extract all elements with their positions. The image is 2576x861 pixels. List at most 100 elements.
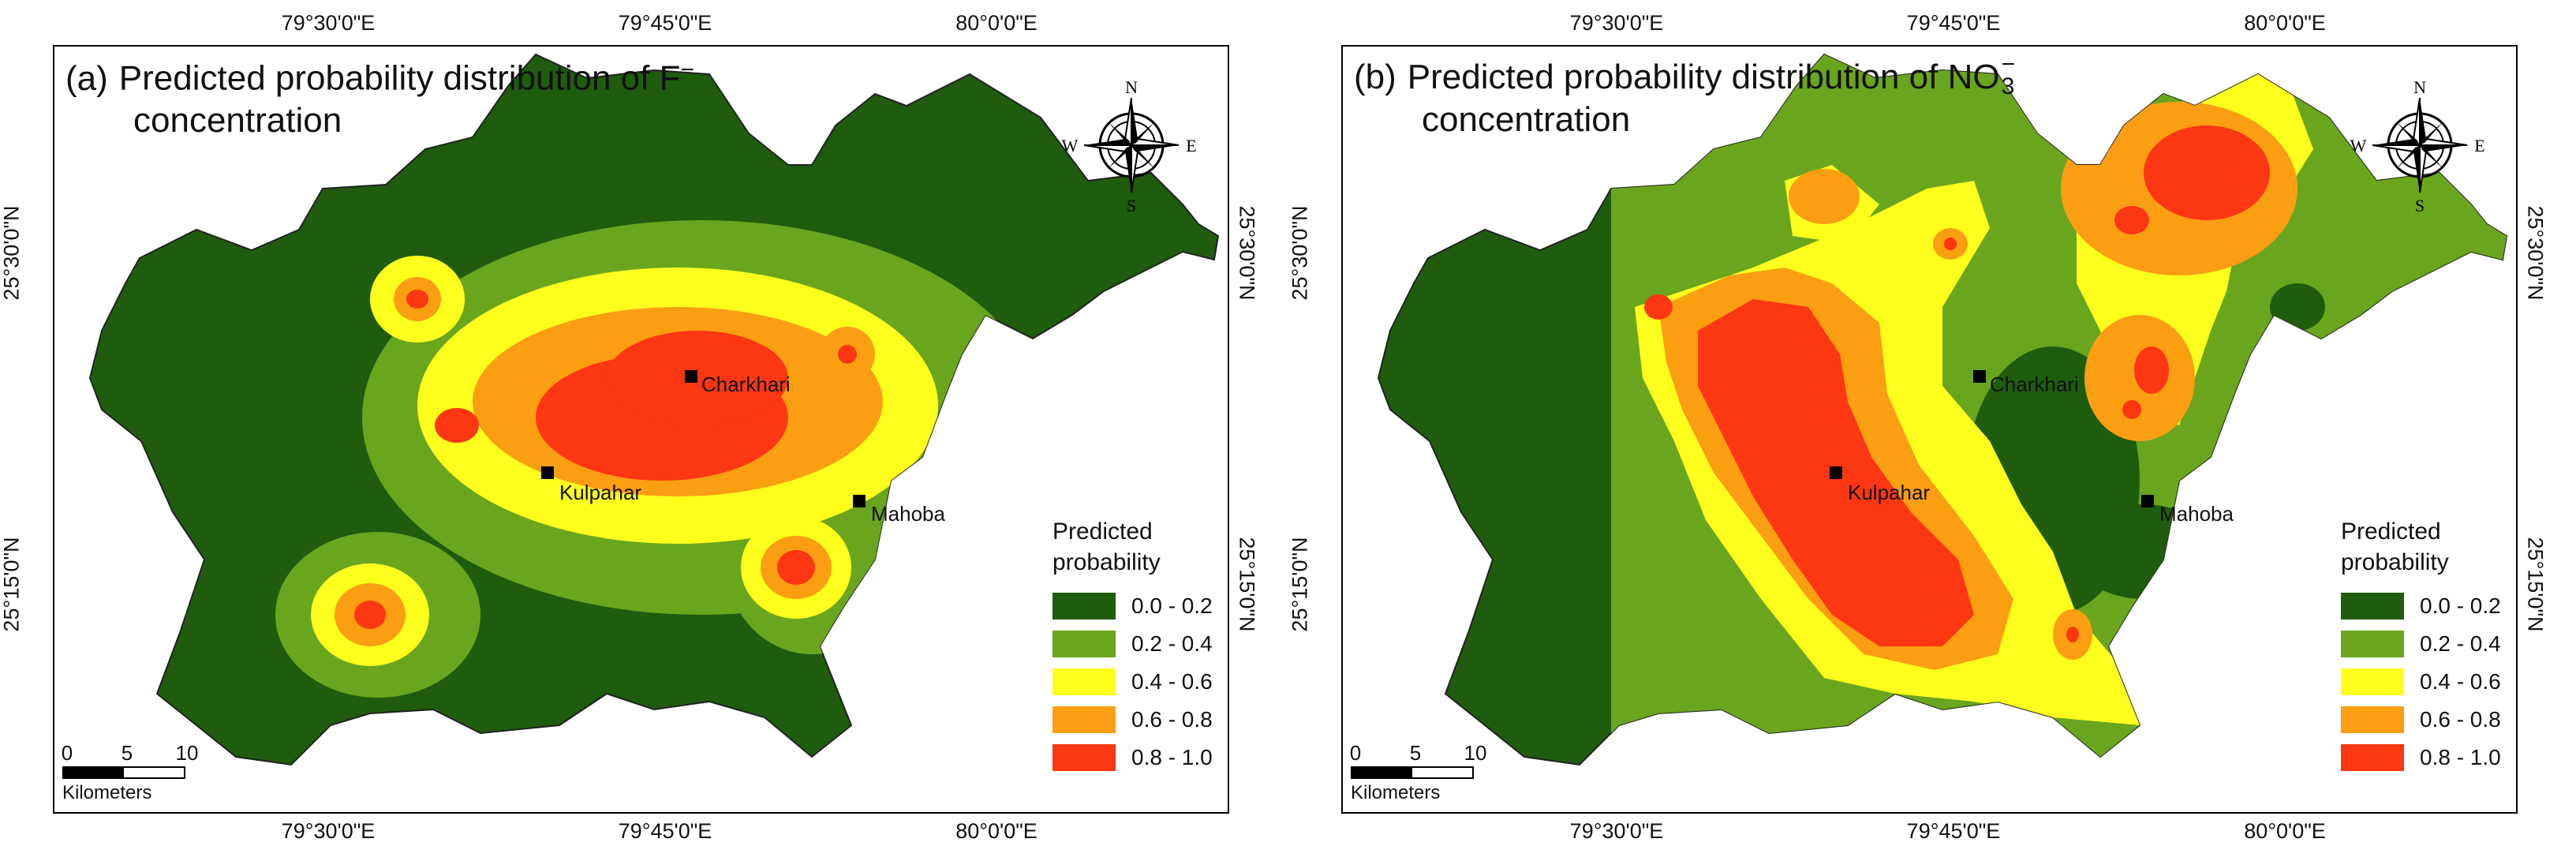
lat-tick-left: 25°15'0"N [0, 537, 24, 632]
compass-w: W [1062, 136, 1079, 155]
north-arrow-compass: N S E W [1062, 78, 1197, 212]
title-superscript: − [680, 57, 695, 83]
city-marker-charkhari [1973, 370, 1986, 383]
lon-tick-bottom: 79°30'0"E [1569, 819, 1664, 843]
zone-0.8-1.0 [2144, 125, 2270, 220]
panel-label: (b) [1354, 58, 1396, 96]
legend-item: 0.4 - 0.6 [1052, 663, 1213, 701]
lat-tick-right: 25°15'0"N [1235, 537, 1259, 632]
lon-tick-bottom: 79°45'0"E [618, 819, 712, 843]
scale-unit: Kilometers [1351, 782, 1441, 803]
lon-tick-bottom: 80°0'0"E [955, 819, 1038, 843]
legend-item: 0.6 - 0.8 [1052, 701, 1213, 739]
zone-0.8-1.0 [2066, 627, 2079, 642]
map-frame: (b) Predicted probability distribution of… [1341, 45, 2518, 814]
scale-bar-graphic [1351, 766, 1474, 779]
scale-tick: 5 [1409, 741, 1422, 765]
legend-label: 0.2 - 0.4 [2420, 631, 2501, 656]
compass-n: N [2413, 78, 2426, 97]
panel-a: 79°30'0"E 79°45'0"E 80°0'0"E 79°30'0"E 7… [0, 11, 1259, 843]
legend-title-line1: Predicted [2341, 518, 2441, 545]
legend-item: 0.2 - 0.4 [2341, 625, 2501, 663]
legend-item: 0.6 - 0.8 [2341, 701, 2501, 739]
zone-0.0-0.2 [2270, 283, 2325, 331]
lon-tick-top: 79°30'0"E [1569, 11, 1664, 35]
compass-s: S [2415, 196, 2425, 212]
zone-0.8-1.0 [607, 331, 788, 425]
zone-0.0-0.2 [2372, 410, 2459, 473]
compass-n: N [1125, 78, 1138, 97]
zone-0.8-1.0 [406, 290, 428, 309]
city-label-charkhari: Charkhari [701, 372, 791, 396]
north-arrow-compass: N S E W [2350, 78, 2485, 212]
zone-0.8-1.0 [1944, 238, 1957, 250]
scale-tick: 5 [121, 741, 133, 765]
city-marker-kulpahar [1830, 466, 1842, 479]
scale-bar: 0 5 10 Kilometers [1349, 741, 1487, 804]
legend-swatch [2341, 744, 2404, 771]
scale-tick: 10 [175, 741, 199, 765]
title-subscript: 3 [2001, 73, 2015, 99]
scale-tick: 0 [61, 741, 73, 765]
legend-item: 0.2 - 0.4 [1052, 625, 1213, 663]
zone-0.8-1.0 [2114, 206, 2149, 234]
city-marker-mahoba [2141, 495, 2154, 507]
title-line1: Predicted probability distribution of NO [1407, 58, 2000, 96]
compass-w: W [2350, 136, 2367, 155]
city-label-kulpahar: Kulpahar [559, 481, 642, 504]
lon-tick-top: 79°30'0"E [281, 11, 376, 35]
zone-0.8-1.0 [1644, 294, 1673, 320]
city-label-mahoba: Mahoba [2159, 502, 2234, 526]
legend-swatch [2341, 593, 2404, 620]
compass-e: E [2474, 136, 2484, 155]
legend-label: 0.0 - 0.2 [1131, 593, 1213, 618]
scale-bar-graphic [62, 766, 185, 779]
zone-0.8-1.0 [838, 345, 857, 364]
scale-segment-black [1352, 768, 1412, 777]
title-line2: concentration [1422, 99, 1631, 139]
legend-item: 0.0 - 0.2 [2341, 587, 2501, 625]
legend-label: 0.0 - 0.2 [2420, 593, 2501, 618]
city-label-charkhari: Charkhari [1990, 372, 2079, 396]
panel-label: (a) [65, 58, 108, 98]
zone-0.8-1.0 [354, 601, 386, 629]
scale-tick: 0 [1349, 741, 1362, 765]
legend-title: Predicted probability [1052, 516, 1213, 578]
city-label-mahoba: Mahoba [871, 502, 945, 526]
lat-tick-right: 25°15'0"N [2523, 537, 2548, 632]
scale-segment-black [64, 768, 124, 777]
title-superscript: − [2001, 51, 2016, 77]
lat-tick-left: 25°30'0"N [1288, 205, 1312, 301]
legend-item: 0.4 - 0.6 [2341, 663, 2501, 701]
legend-title-line2: probability [1052, 549, 1161, 575]
probability-map [88, 53, 1220, 766]
scale-segment-white [1412, 768, 1472, 777]
legend-swatch [1052, 593, 1116, 620]
legend-swatch [1052, 744, 1116, 771]
lon-tick-bottom: 79°45'0"E [1906, 819, 2001, 843]
lon-tick-bottom: 79°30'0"E [281, 819, 376, 843]
city-marker-charkhari [685, 370, 697, 383]
legend-label: 0.4 - 0.6 [2420, 669, 2501, 694]
lat-tick-right: 25°30'0"N [2523, 205, 2548, 301]
legend-label: 0.8 - 1.0 [1131, 745, 1213, 769]
title-line1: Predicted probability distribution of F [118, 58, 681, 98]
scale-unit: Kilometers [62, 782, 152, 803]
legend-label: 0.8 - 1.0 [2420, 745, 2501, 769]
scale-numbers: 0 5 10 [61, 741, 199, 765]
scale-numbers: 0 5 10 [1349, 741, 1487, 765]
probability-map [1377, 53, 2508, 766]
legend-item: 0.8 - 1.0 [2341, 739, 2501, 777]
lon-tick-top: 79°45'0"E [1906, 11, 2001, 35]
legend-title-line2: probability [2341, 549, 2449, 575]
compass-s: S [1127, 196, 1136, 212]
lon-tick-bottom: 80°0'0"E [2244, 819, 2326, 843]
zone-0.8-1.0 [777, 550, 815, 585]
legend-label: 0.6 - 0.8 [1131, 707, 1213, 732]
legend-item: 0.8 - 1.0 [1052, 739, 1213, 777]
city-label-kulpahar: Kulpahar [1848, 481, 1931, 504]
legend-title: Predicted probability [2341, 516, 2501, 578]
lat-tick-right: 25°30'0"N [1235, 205, 1259, 301]
legend-swatch [1052, 706, 1116, 733]
legend: Predicted probability 0.0 - 0.2 0.2 - 0.… [2341, 516, 2501, 777]
